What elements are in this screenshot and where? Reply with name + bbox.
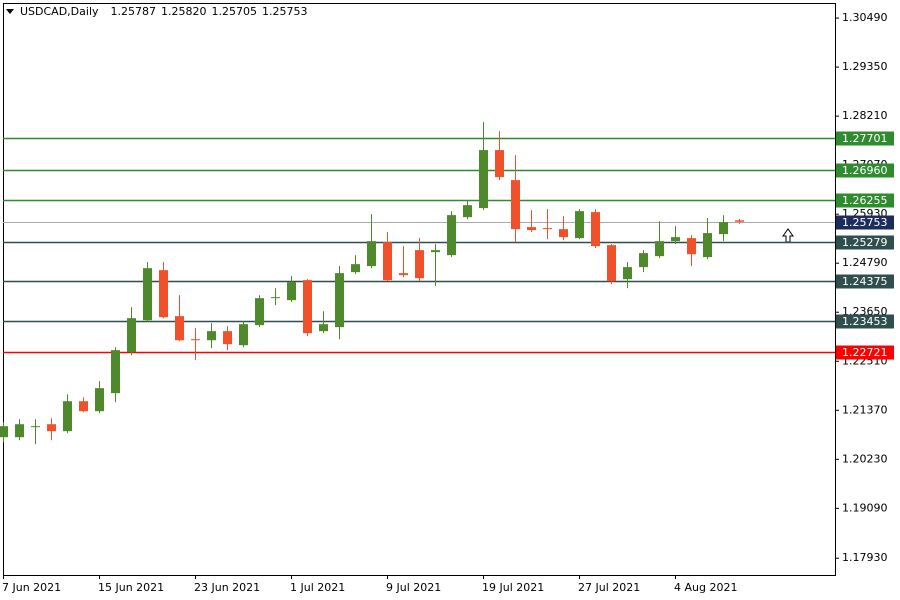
candle-body — [143, 268, 152, 321]
candle-body — [495, 150, 504, 178]
candle-body — [207, 331, 216, 341]
candle-body — [303, 280, 312, 334]
candle-body — [63, 401, 72, 432]
candle-body — [463, 205, 472, 218]
y-tick-label: 1.28210 — [842, 109, 888, 122]
candle-body — [111, 350, 120, 394]
candle-body — [271, 297, 280, 299]
chart-title: USDCAD,Daily — [20, 5, 99, 18]
level-label: 1.26255 — [842, 194, 888, 207]
candle-body — [239, 324, 248, 346]
candle-body — [383, 242, 392, 281]
candle-body — [367, 241, 376, 267]
candle-body — [159, 270, 168, 318]
ohlc-value: 1.25753 — [262, 5, 308, 18]
level-label-bg — [836, 314, 894, 329]
candle-body — [447, 215, 456, 256]
y-tick-label: 1.17930 — [842, 551, 888, 564]
x-tick-label: 4 Aug 2021 — [674, 581, 737, 594]
candle-body — [703, 233, 712, 258]
level-label-bg — [836, 274, 894, 289]
ohlc-value: 1.25787 — [111, 5, 157, 18]
candle-body — [527, 227, 536, 231]
x-tick-label: 7 Jun 2021 — [2, 581, 61, 594]
level-label: 1.27701 — [842, 132, 888, 145]
candle-body — [31, 426, 40, 428]
candle-body — [543, 228, 552, 230]
level-label-bg — [836, 215, 894, 230]
candle-body — [255, 298, 264, 326]
plot-frame — [3, 3, 836, 576]
candle-body — [479, 150, 488, 209]
candle-body — [287, 282, 296, 301]
menu-triangle[interactable] — [6, 9, 14, 14]
candle-body — [415, 250, 424, 279]
level-label-bg — [836, 193, 894, 208]
candle-body — [47, 424, 56, 432]
y-tick-label: 1.24790 — [842, 256, 888, 269]
ohlc-value: 1.25705 — [212, 5, 258, 18]
candle-body — [95, 388, 104, 412]
candle-body — [607, 245, 616, 282]
candle-body — [191, 339, 200, 341]
level-label-bg — [836, 345, 894, 360]
candle-body — [735, 220, 744, 222]
candle-body — [655, 241, 664, 257]
candle-body — [399, 273, 408, 276]
buy-arrow — [782, 228, 794, 243]
x-tick-label: 1 Jul 2021 — [290, 581, 345, 594]
level-label-bg — [836, 235, 894, 250]
level-label: 1.26960 — [842, 164, 888, 177]
candle-body — [351, 264, 360, 273]
level-label: 1.22721 — [842, 346, 888, 359]
candle-body — [319, 324, 328, 332]
candle-body — [335, 273, 344, 328]
level-label: 1.25753 — [842, 216, 888, 229]
y-tick-label: 1.21370 — [842, 403, 888, 416]
candle-body — [575, 211, 584, 239]
candle-body — [127, 318, 136, 353]
x-tick-label: 19 Jul 2021 — [482, 581, 544, 594]
x-tick-label: 15 Jun 2021 — [98, 581, 164, 594]
candle-body — [671, 237, 680, 242]
candle-body — [719, 222, 728, 235]
level-label-bg — [836, 163, 894, 178]
level-label: 1.24375 — [842, 275, 888, 288]
y-tick-label: 1.29350 — [842, 60, 888, 73]
x-tick-label: 23 Jun 2021 — [194, 581, 260, 594]
candle-body — [431, 250, 440, 253]
candle-body — [511, 180, 520, 230]
candle-body — [623, 267, 632, 280]
x-tick-label: 9 Jul 2021 — [386, 581, 441, 594]
level-label: 1.23453 — [842, 315, 888, 328]
candle-body — [591, 212, 600, 247]
y-tick-label: 1.30490 — [842, 11, 888, 24]
candle-body — [559, 229, 568, 238]
candle-body — [639, 253, 648, 268]
level-label-bg — [836, 131, 894, 146]
candle-body — [687, 238, 696, 255]
ohlc-value: 1.25820 — [161, 5, 207, 18]
candle-body — [175, 316, 184, 341]
y-tick-label: 1.19090 — [842, 501, 888, 514]
y-tick-label: 1.20230 — [842, 452, 888, 465]
candle-body — [223, 331, 232, 345]
candle-body — [15, 424, 24, 438]
level-label: 1.25279 — [842, 236, 888, 249]
candle-body — [0, 426, 8, 438]
candle-body — [79, 401, 88, 412]
x-tick-label: 27 Jul 2021 — [578, 581, 640, 594]
